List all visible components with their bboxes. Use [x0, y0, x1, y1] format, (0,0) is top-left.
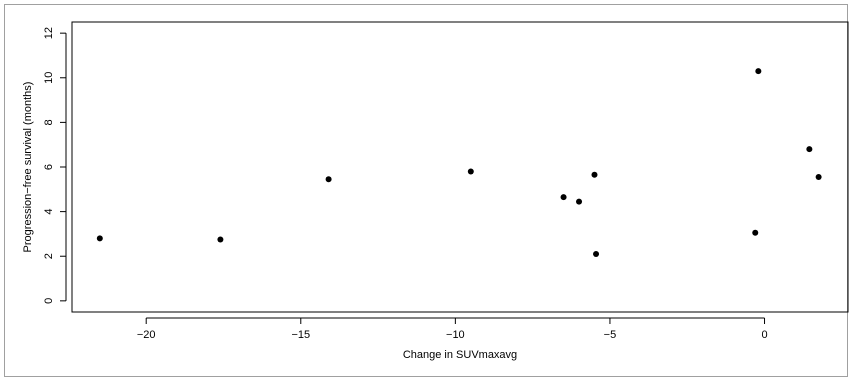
y-axis-title: Progression−free survival (months)	[22, 82, 34, 253]
x-tick-label: −5	[604, 329, 617, 341]
scatter-point	[593, 251, 600, 257]
y-tick-label: 10	[43, 72, 55, 84]
scatter-point	[217, 236, 224, 243]
x-axis-title: Change in SUVmaxavg	[403, 349, 517, 361]
x-axis: −20 −15 −10 −5 0	[137, 317, 768, 341]
x-tick-label: −20	[137, 329, 156, 341]
x-tick-label: 0	[761, 329, 767, 341]
scatter-point	[96, 235, 103, 242]
y-tick-label: 12	[43, 27, 55, 39]
y-tick-label: 8	[43, 119, 55, 125]
y-tick-label: 6	[43, 164, 55, 170]
y-tick-label: 2	[43, 253, 55, 259]
scatter-point	[806, 146, 813, 153]
y-tick-label: 0	[43, 298, 55, 304]
figure-frame	[4, 4, 848, 377]
scatter-point	[325, 176, 332, 183]
y-tick-label: 4	[43, 209, 55, 215]
scatter-point	[755, 68, 762, 75]
scatter-point	[752, 229, 759, 236]
scatter-point	[591, 171, 598, 178]
data-points	[96, 68, 822, 257]
scatter-point	[467, 168, 474, 175]
x-tick-label: −15	[291, 329, 310, 341]
plot-area	[71, 21, 849, 313]
y-axis: 0 2 4 6 8 10 12	[43, 27, 67, 304]
scatter-point	[560, 194, 567, 201]
scatter-point	[576, 198, 583, 205]
x-tick-label: −10	[446, 329, 465, 341]
scatter-point	[815, 174, 822, 181]
